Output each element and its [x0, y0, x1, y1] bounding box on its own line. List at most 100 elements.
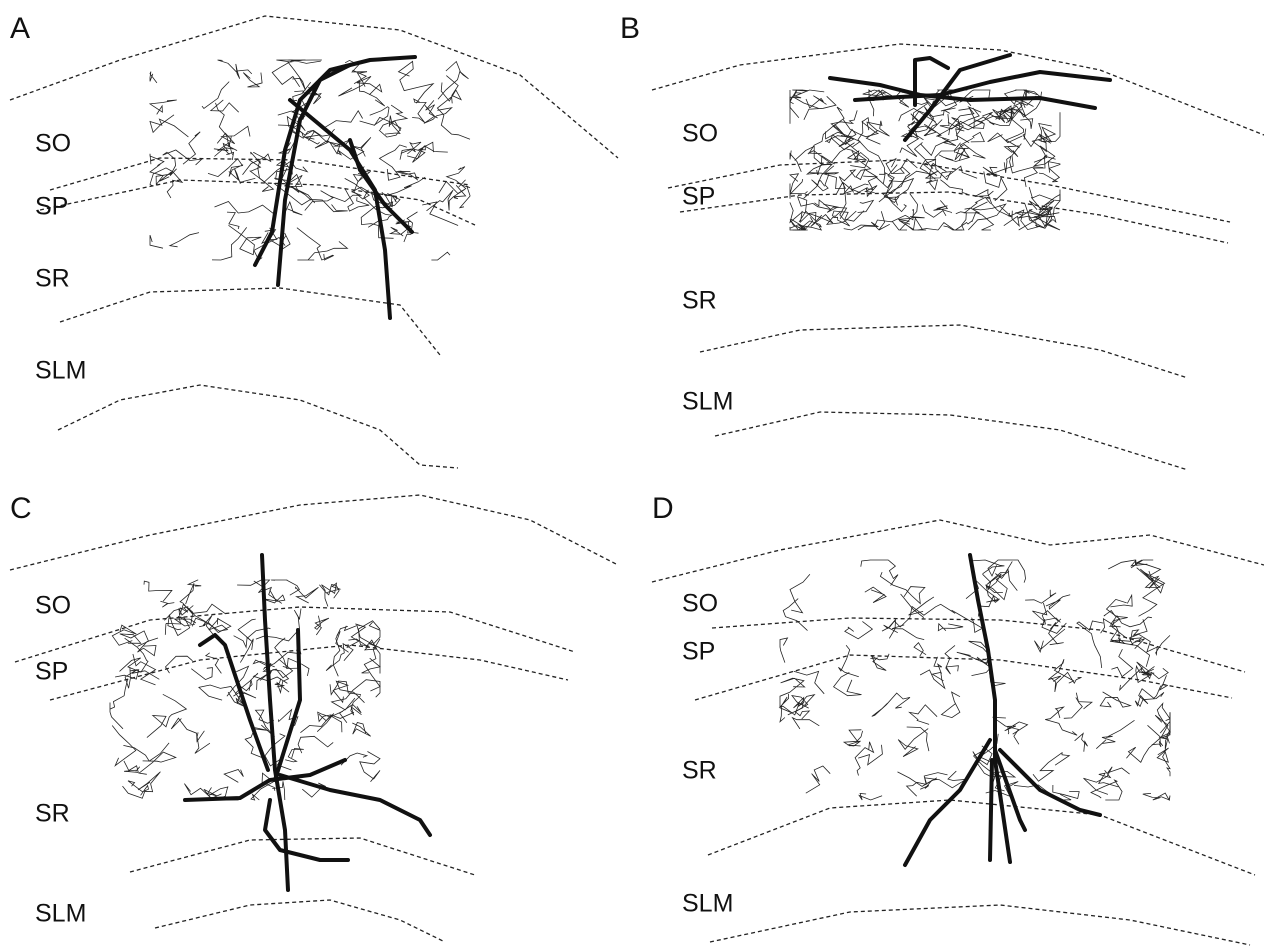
axon-branch: [806, 96, 827, 108]
axon-branch: [253, 645, 301, 668]
axon-branch: [865, 169, 877, 196]
axon-branch: [124, 761, 140, 773]
axon-branch: [110, 679, 128, 729]
axon-branch: [163, 150, 202, 176]
axon-branch: [1033, 753, 1069, 782]
axon-branch: [971, 560, 1005, 574]
axon-branch: [966, 580, 999, 617]
layer-label: SR: [682, 287, 717, 315]
axon-branch: [1143, 793, 1170, 800]
axon-branch: [790, 174, 798, 199]
axon-branch: [1129, 634, 1170, 654]
panel-label: B: [620, 12, 640, 45]
axon-branch: [315, 616, 329, 635]
axon-branch: [224, 770, 243, 783]
layer-label: SO: [682, 120, 718, 148]
axon-branch: [297, 228, 334, 260]
axon-branch: [426, 100, 438, 118]
axon-branch: [938, 624, 963, 631]
axon-branch: [790, 151, 801, 172]
axon-branch: [831, 110, 857, 133]
axon-branch: [208, 159, 243, 177]
axon-branch: [865, 587, 886, 603]
axon-branch: [793, 718, 820, 729]
axon-branch: [150, 115, 188, 137]
axon-branch: [1048, 659, 1073, 683]
axon-branch: [1111, 631, 1150, 667]
axon-branch: [285, 202, 303, 215]
axon-branch: [212, 227, 247, 260]
axon-branch: [1004, 156, 1043, 173]
axon-branch: [333, 626, 348, 676]
layer-label: SP: [682, 638, 715, 666]
axon-branch: [272, 60, 305, 87]
axon-branch: [243, 152, 271, 175]
axon-branch: [123, 743, 169, 761]
axon-branch: [925, 771, 966, 788]
axon-branch: [128, 781, 149, 796]
axon-branch: [150, 235, 163, 248]
axon-branch: [360, 752, 380, 782]
axon-branch: [271, 580, 299, 595]
axon-branch: [940, 180, 967, 194]
axon-branch: [855, 742, 874, 776]
layer-label: SO: [682, 590, 718, 618]
axon-branch: [385, 116, 401, 135]
panel-label: C: [10, 492, 32, 525]
panel-label: D: [652, 492, 674, 525]
neuron-dendrites: [185, 55, 1110, 890]
layer-label: SLM: [682, 388, 733, 416]
layer-boundaries: [10, 16, 1264, 945]
figure: ASOSPSRSLMBSOSPSRSLMCSOSPSRSLMDSOSPSRSLM: [0, 0, 1264, 947]
axon-branch: [283, 658, 309, 676]
axon-branch: [934, 657, 942, 674]
axon-branch: [972, 212, 994, 230]
axon-branch: [422, 202, 458, 226]
axon-branch: [251, 152, 274, 192]
axon-branch: [160, 601, 174, 607]
axon-branch: [910, 194, 925, 218]
axon-branch: [1045, 707, 1077, 735]
axon-branch: [144, 581, 172, 601]
axon-branch: [988, 133, 1023, 143]
axon-branch: [898, 729, 928, 757]
axon-branch: [858, 745, 882, 765]
axon-branch: [1100, 692, 1130, 707]
layer-label: SP: [682, 183, 715, 211]
axon-branch: [326, 644, 353, 671]
axon-branch: [1084, 767, 1130, 795]
axon-branch: [166, 656, 193, 673]
axon-branch: [227, 212, 239, 229]
axon-branch: [812, 173, 830, 191]
axon-branch: [790, 179, 807, 194]
axon-branch: [780, 638, 788, 663]
axon-branch: [915, 142, 937, 175]
axon-branch: [180, 583, 226, 614]
axon-branch: [441, 76, 461, 102]
layer-label: SLM: [35, 357, 86, 385]
axon-branch: [431, 252, 450, 260]
axon-branch: [336, 632, 349, 653]
axon-branch: [171, 718, 204, 741]
axon-branch: [804, 164, 833, 198]
layer-label: SO: [35, 130, 71, 158]
layer-label: SR: [35, 800, 70, 828]
axon-branch: [838, 645, 858, 676]
axon-branch: [1046, 595, 1070, 609]
axon-branch: [202, 82, 229, 109]
axon-branch: [298, 736, 333, 753]
layer-label: SP: [35, 658, 68, 686]
axon-branch: [338, 76, 381, 96]
axon-branch: [412, 99, 426, 122]
axon-branch: [396, 171, 417, 179]
axon-branch: [297, 241, 347, 260]
axon-branch: [952, 610, 983, 632]
axon-branch: [138, 638, 159, 656]
axon-branch: [790, 574, 810, 613]
layer-label: SR: [682, 757, 717, 785]
axon-branch: [345, 622, 381, 644]
axon-branch: [909, 597, 934, 615]
axon-branch: [858, 200, 874, 212]
axon-branch: [945, 645, 958, 674]
